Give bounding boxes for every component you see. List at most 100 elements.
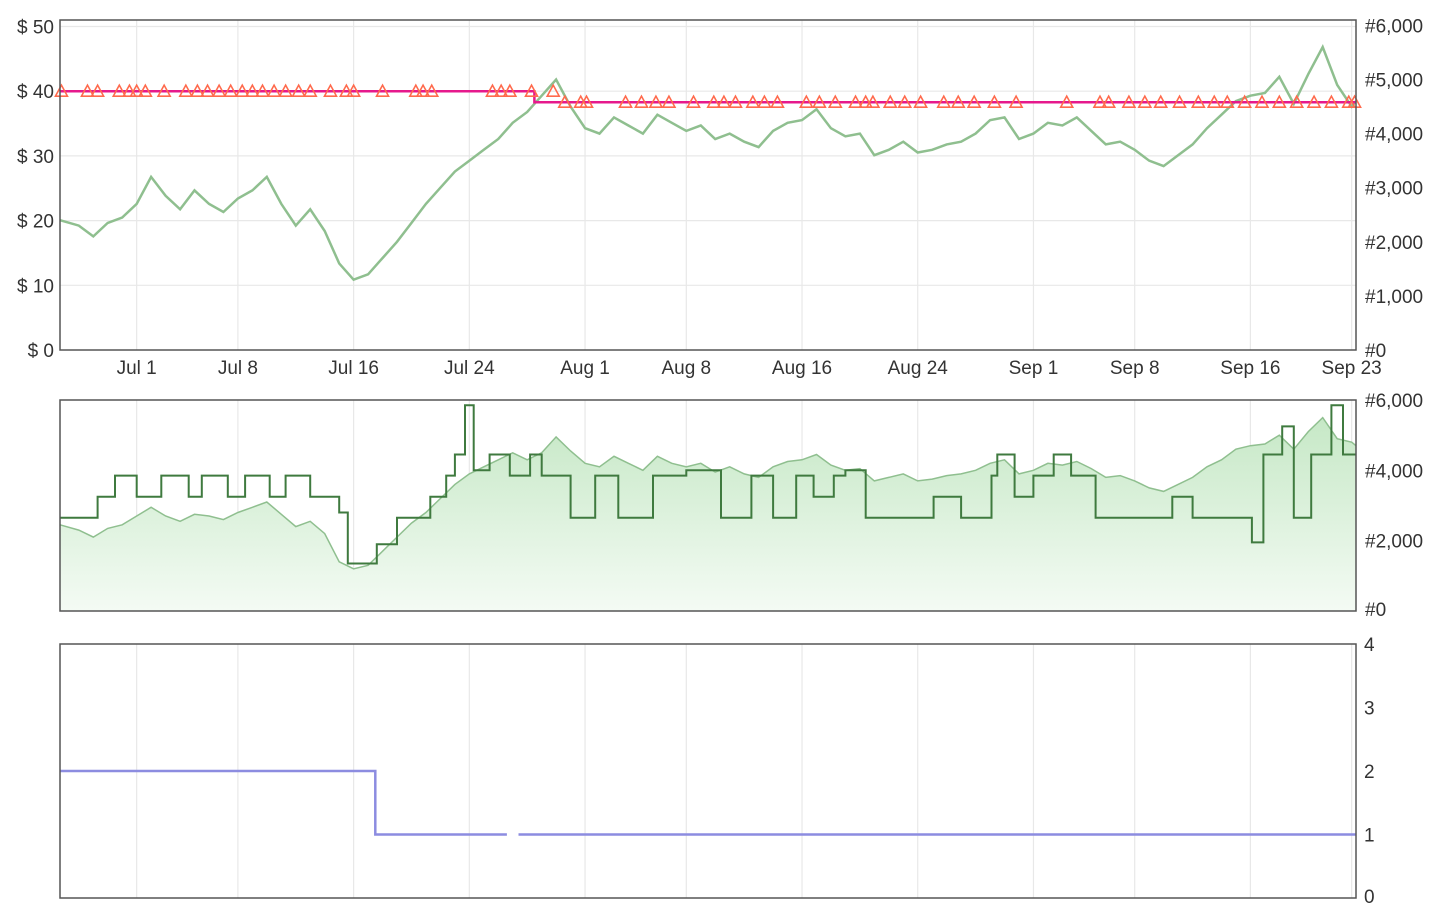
price-tick-label: $ 40: [17, 82, 54, 103]
price-marker: [408, 83, 424, 97]
price-marker: [129, 83, 145, 97]
count-tick-label: 0: [1364, 887, 1375, 908]
price-marker: [1121, 94, 1137, 108]
offer-count-lines: [60, 769, 1356, 836]
price-marker: [634, 94, 649, 108]
price-marker: [54, 83, 69, 97]
rank-axis-labels: #0 #1,000 #2,000 #3,000 #4,000 #5,000 #6,000: [1365, 16, 1423, 362]
price-marker: [913, 94, 928, 108]
rank-chart-axis-labels: #0 #2,000 #4,000 #6,000: [1365, 391, 1423, 621]
rank-tick-label: #5,000: [1365, 71, 1423, 92]
rank-chart-tick-label: #2,000: [1365, 532, 1423, 553]
price-marker: [827, 94, 843, 108]
price-chart-grid: [60, 20, 1356, 350]
price-chart-frame: [59, 19, 1357, 351]
price-marker: [339, 83, 354, 97]
rank-area: [60, 417, 1356, 611]
rank-tick-label: #1,000: [1365, 287, 1423, 308]
price-marker: [1271, 94, 1287, 108]
price-marker: [728, 94, 743, 108]
sales-rank-line: [59, 43, 1357, 282]
price-marker: [716, 94, 732, 108]
price-marker: [1137, 94, 1153, 108]
price-marker: [848, 94, 863, 108]
offer-count-line: [60, 769, 507, 836]
price-tick-label: $ 20: [17, 212, 54, 233]
date-tick-label: Sep 1: [1009, 358, 1059, 379]
date-tick-label: Aug 1: [560, 358, 610, 379]
price-marker: [415, 83, 431, 97]
price-marker: [1008, 94, 1024, 108]
price-marker: [579, 94, 594, 108]
count-chart-panel: 0 1 2 3 4: [59, 635, 1375, 908]
count-tick-label: 1: [1364, 826, 1375, 847]
price-marker: [661, 94, 677, 108]
date-axis-labels: Jul 1 Jul 8 Jul 16 Jul 24 Aug 1 Aug 8 Aug 16 Au…: [117, 358, 1382, 379]
price-marker: [111, 83, 127, 97]
rank-area-outline: [59, 416, 1357, 570]
price-tick-label: $ 10: [17, 276, 54, 297]
count-tick-label: 4: [1364, 635, 1375, 656]
price-marker: [1206, 94, 1222, 108]
price-marker: [485, 83, 500, 97]
price-tick-label: $ 30: [17, 147, 54, 168]
date-tick-label: Aug 16: [772, 358, 832, 379]
count-axis-labels: 0 1 2 3 4: [1364, 635, 1375, 908]
price-marker: [524, 83, 539, 97]
date-tick-label: Jul 16: [328, 358, 379, 379]
price-chart-panel: $ 0 $ 10 $ 20 $ 30 $ 40 $ 50 #0 #1,000 #2,000 #3…: [17, 16, 1423, 379]
price-marker: [865, 94, 881, 108]
price-marker: [156, 83, 172, 97]
price-marker: [255, 83, 270, 97]
price-marker: [1059, 94, 1075, 108]
rank-step-line: [60, 404, 1356, 565]
price-marker: [812, 94, 827, 108]
price-marker: [375, 83, 390, 97]
price-marker: [302, 83, 318, 97]
price-marker: [966, 94, 982, 108]
price-marker: [1153, 94, 1169, 108]
price-marker: [686, 94, 701, 108]
price-marker: [882, 94, 898, 108]
price-marker: [178, 83, 194, 97]
price-marker: [1101, 94, 1117, 108]
price-marker: [266, 83, 282, 97]
price-marker: [1190, 94, 1206, 108]
rank-chart-panel: #0 #2,000 #4,000 #6,000: [59, 391, 1423, 621]
price-marker: [80, 83, 95, 97]
price-marker: [1254, 94, 1270, 108]
rank-tick-label: #0: [1365, 341, 1386, 362]
price-marker: [1347, 94, 1362, 108]
price-marker: [200, 83, 215, 97]
date-tick-label: Jul 24: [444, 358, 495, 379]
price-marker: [1172, 94, 1187, 108]
count-tick-label: 3: [1364, 699, 1375, 720]
price-marker: [424, 83, 440, 97]
price-markers: [54, 83, 1362, 108]
date-tick-label: Aug 8: [661, 358, 711, 379]
price-marker: [1219, 94, 1235, 108]
price-marker: [291, 83, 307, 97]
price-marker: [493, 83, 509, 97]
price-marker: [1324, 94, 1339, 108]
price-marker: [950, 94, 966, 108]
price-marker: [770, 94, 785, 108]
price-marker: [936, 94, 952, 108]
date-tick-label: Sep 8: [1110, 358, 1160, 379]
price-marker: [897, 94, 913, 108]
price-marker: [745, 94, 761, 108]
price-marker: [234, 83, 250, 97]
price-marker: [1092, 94, 1108, 108]
price-marker: [757, 94, 772, 108]
count-chart-frame: [59, 643, 1357, 899]
price-marker: [137, 83, 153, 97]
price-marker: [278, 83, 293, 97]
price-marker: [706, 94, 722, 108]
date-tick-label: Sep 23: [1322, 358, 1382, 379]
price-marker: [323, 83, 338, 97]
rank-tick-label: #2,000: [1365, 233, 1423, 254]
price-tick-label: $ 0: [28, 341, 54, 362]
price-marker: [1289, 94, 1305, 108]
price-tick-label: $ 50: [17, 17, 54, 38]
